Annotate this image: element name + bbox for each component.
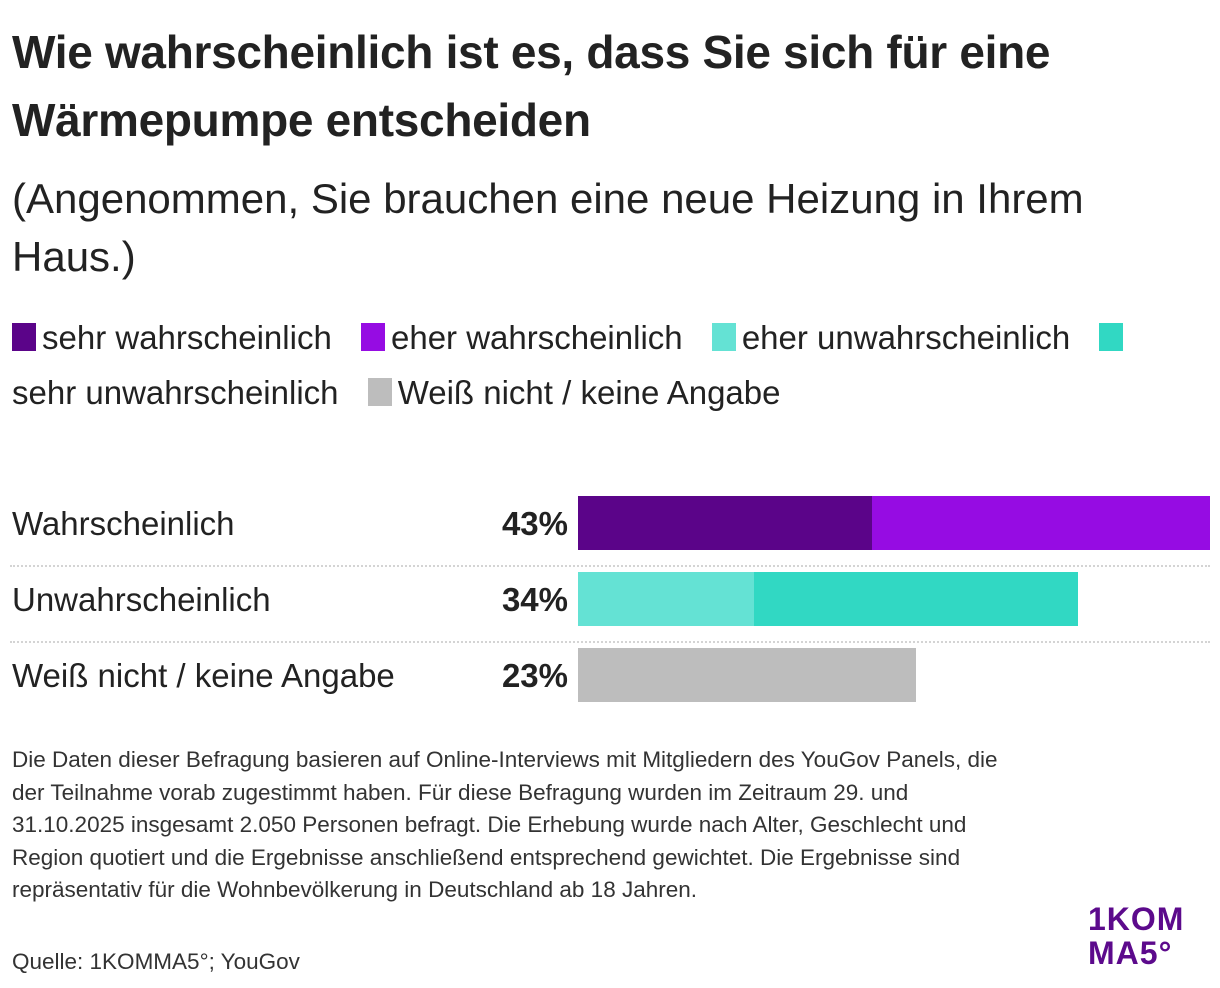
bar-area [578, 648, 1210, 702]
legend-item-sehr-unwahrscheinlich: sehr unwahrscheinlich [12, 319, 1129, 411]
bar-row-weiss-nicht: Weiß nicht / keine Angabe 23% [0, 642, 1220, 718]
legend-label: sehr wahrscheinlich [42, 319, 332, 356]
logo-line-1: 1KOM [1088, 901, 1185, 937]
source-note: Quelle: 1KOMMA5°; YouGov [12, 949, 300, 974]
chart-subtitle: (Angenommen, Sie brauchen eine neue Heiz… [12, 175, 1084, 280]
bar-area [578, 496, 1210, 550]
legend-item-weiss-nicht: Weiß nicht / keine Angabe [367, 374, 801, 411]
legend-label: eher unwahrscheinlich [741, 319, 1071, 356]
category-label: Unwahrscheinlich [12, 581, 271, 618]
bar-area [578, 572, 1210, 626]
legend-swatch [12, 323, 36, 351]
category-label: Wahrscheinlich [12, 505, 235, 542]
total-label: 23% [501, 657, 568, 694]
chart-title: Wie wahrscheinlich ist es, dass Sie sich… [12, 26, 1051, 146]
bar-segment-weiss-nicht [578, 648, 917, 702]
bar-segment-eher-wahrscheinlich [871, 496, 1210, 550]
methodology-note: Die Daten dieser Befragung basieren auf … [12, 747, 998, 902]
bar-segment-eher-unwahrscheinlich [578, 572, 755, 626]
legend-item-sehr-wahrscheinlich: sehr wahrscheinlich [12, 319, 352, 356]
logo-line-2: MA5° [1088, 935, 1173, 971]
bar-row-unwahrscheinlich: Unwahrscheinlich 34% [0, 566, 1220, 643]
bar-segment-sehr-unwahrscheinlich [754, 572, 1078, 626]
legend: sehr wahrscheinlich eher wahrscheinlich … [12, 310, 1142, 420]
total-label: 43% [501, 505, 568, 542]
legend-swatch [1099, 323, 1124, 351]
total-label: 34% [501, 581, 568, 618]
legend-swatch [711, 323, 736, 351]
legend-label: eher wahrscheinlich [390, 319, 683, 356]
legend-item-eher-wahrscheinlich: eher wahrscheinlich [360, 319, 703, 356]
legend-swatch [360, 323, 385, 351]
legend-swatch [367, 378, 392, 406]
row-divider [10, 641, 1210, 643]
bar-row-wahrscheinlich: Wahrscheinlich 43% [0, 490, 1220, 567]
legend-label: Weiß nicht / keine Angabe [397, 374, 781, 411]
bar-chart: Wahrscheinlich 43% Unwahrscheinlich 34% … [0, 490, 1220, 718]
brand-logo: 1KOM MA5° [1088, 902, 1198, 970]
legend-label: sehr unwahrscheinlich [12, 374, 339, 411]
bar-segment-sehr-wahrscheinlich [578, 496, 872, 550]
legend-item-eher-unwahrscheinlich: eher unwahrscheinlich [711, 319, 1090, 356]
row-divider [10, 565, 1210, 567]
category-label: Weiß nicht / keine Angabe [12, 657, 395, 694]
